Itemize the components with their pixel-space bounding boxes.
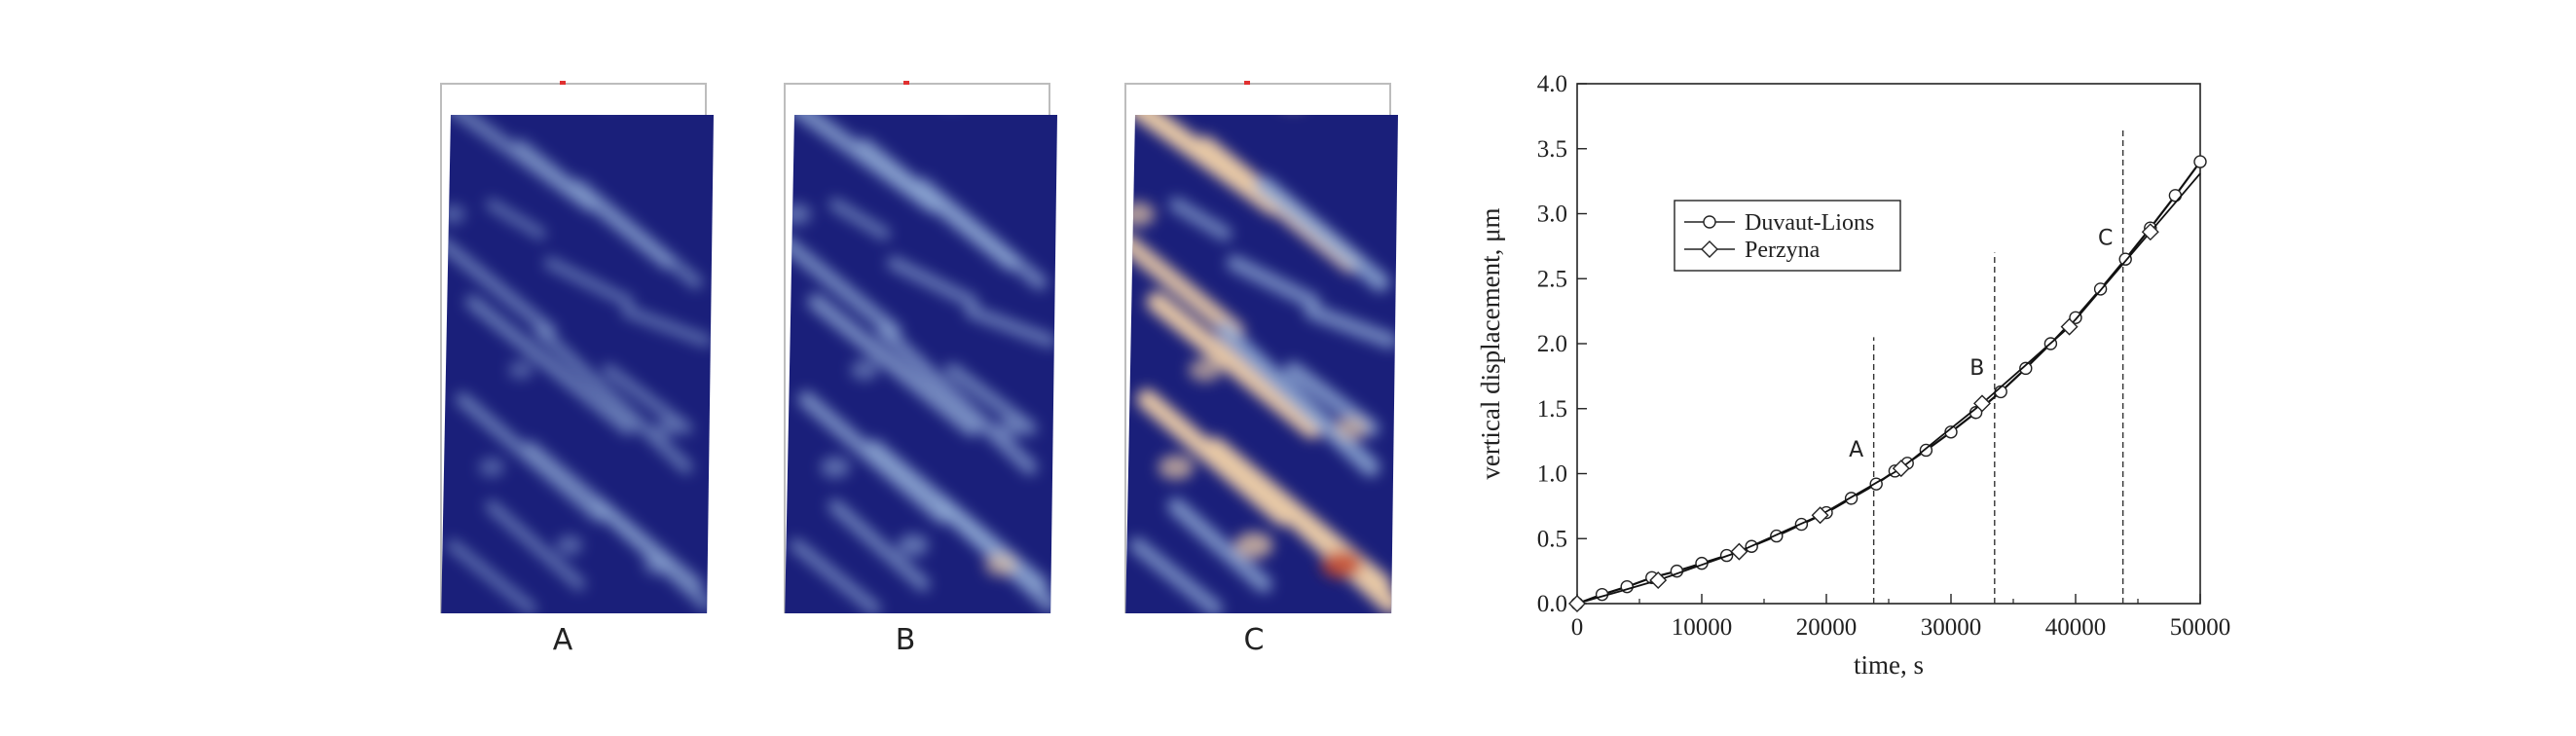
data-point-perzyna [2060, 317, 2079, 336]
y-tick-label: 1.0 [1537, 461, 1567, 488]
heatmap-panel-b [777, 78, 1059, 613]
y-tick-label: 2.0 [1537, 331, 1567, 357]
x-tick-label: 10000 [1672, 614, 1733, 641]
panel-label-a: A [552, 623, 573, 657]
series-layer [1568, 155, 2207, 612]
legend-label-duvaut-lions: Duvaut-Lions [1745, 210, 1874, 236]
x-tick-label: 30000 [1921, 614, 1982, 641]
series-perzyna [1568, 172, 2201, 612]
data-point-duvaut-lions [2168, 189, 2183, 202]
legend-marker-perzyna [1701, 240, 1718, 258]
annotation-label-a: A [1849, 438, 1863, 462]
annotation-label-c: C [2098, 227, 2113, 251]
heatmap-field [1124, 81, 1398, 613]
data-point-duvaut-lions [1919, 443, 1933, 458]
panel-label-b: B [895, 623, 916, 657]
y-tick-label: 4.0 [1537, 71, 1567, 97]
data-point-perzyna [2141, 223, 2159, 241]
data-point-perzyna [1568, 595, 1586, 612]
data-point-duvaut-lions [2193, 155, 2207, 168]
plot-frame [1576, 83, 2201, 605]
data-point-perzyna [1811, 506, 1829, 525]
data-point-duvaut-lions [2019, 361, 2033, 376]
legend-box [1674, 200, 1901, 272]
heatmap-panel-c [1118, 78, 1400, 613]
displacement-chart: 0 10000 20000 30000 40000 50000 0.0 0.5 1.0 1.5 2… [1476, 71, 2231, 680]
x-tick-label: 20000 [1796, 614, 1858, 641]
series-line-perzyna [1576, 172, 2201, 605]
x-axis-label: time, s [1854, 650, 1924, 680]
y-axis-label: vertical displacement, μm [1476, 207, 1505, 479]
x-tick-label: 0 [1571, 614, 1584, 641]
heatmap-field [440, 81, 714, 613]
y-tick-label: 0.0 [1537, 591, 1567, 617]
y-tick-label: 2.5 [1537, 266, 1567, 292]
data-point-perzyna [1973, 394, 1991, 413]
x-axis: 0 10000 20000 30000 40000 50000 [1571, 594, 2231, 641]
y-tick-label: 0.5 [1537, 526, 1567, 552]
data-point-duvaut-lions [2118, 252, 2132, 266]
data-point-perzyna [1892, 460, 1910, 478]
annotation-label-b: B [1969, 356, 1984, 381]
data-point-perzyna [1730, 542, 1748, 561]
y-axis: 0.0 0.5 1.0 1.5 2.0 2.5 3.0 3.5 4.0 [1537, 71, 1587, 617]
y-tick-label: 3.0 [1537, 202, 1567, 228]
annotation-lines: A B C [1849, 129, 2124, 604]
y-tick-label: 3.5 [1537, 136, 1567, 163]
panel-label-c: C [1243, 623, 1265, 657]
legend-marker-duvaut-lions [1703, 215, 1716, 229]
heatmap-panel-a [433, 78, 716, 613]
y-tick-label: 1.5 [1537, 396, 1567, 423]
data-point-perzyna [1649, 570, 1668, 589]
plot-area [1576, 83, 2201, 605]
heatmap-field [784, 81, 1057, 613]
legend-label-perzyna: Perzyna [1745, 238, 1821, 263]
x-tick-label: 40000 [2045, 614, 2107, 641]
x-tick-label: 50000 [2170, 614, 2231, 641]
